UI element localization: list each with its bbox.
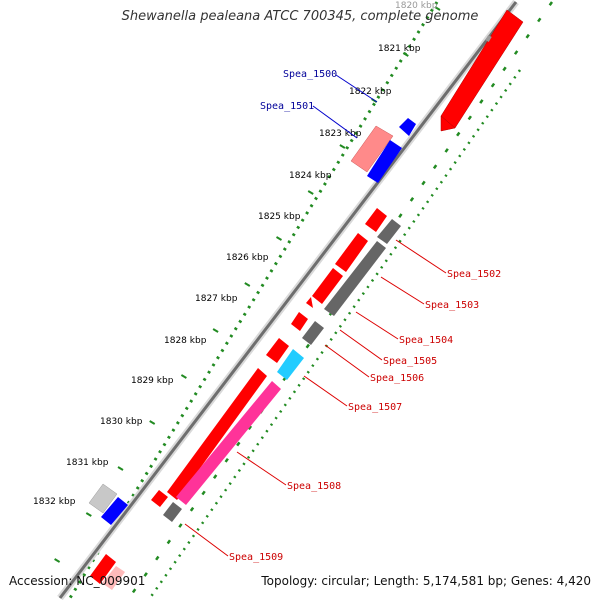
tick-mark xyxy=(54,558,61,563)
gene-label-spea-1502[interactable]: Spea_1502 xyxy=(447,269,501,280)
accession-text: Accession: NC_009901 xyxy=(9,574,146,588)
tick-mark xyxy=(339,144,346,149)
tick-mark xyxy=(402,52,409,57)
gene-label-spea-1503[interactable]: Spea_1503 xyxy=(425,300,479,311)
gene-labels: Spea_1500 Spea_1501 Spea_1502 Spea_1503 Spea… xyxy=(184,69,501,563)
gene-feature-spea-1503[interactable] xyxy=(335,233,368,272)
tick-labels: 1820 kbp 1821 kbp 1822 kbp 1823 kbp 1824 kbp… xyxy=(33,1,438,507)
gene-feature-spea-1508[interactable] xyxy=(167,368,267,500)
tick-label: 1820 kbp xyxy=(395,1,438,11)
gene-feature[interactable] xyxy=(102,566,125,590)
gene-feature-spea-1506[interactable] xyxy=(302,321,324,345)
gene-leader-line xyxy=(236,451,287,486)
gene-leader-line xyxy=(303,375,348,407)
gene-label-spea-1506[interactable]: Spea_1506 xyxy=(370,373,424,384)
gene-feature[interactable] xyxy=(151,490,168,507)
gene-feature[interactable] xyxy=(101,497,128,525)
tick-label: 1832 kbp xyxy=(33,497,76,507)
gene-leader-line xyxy=(395,239,447,274)
gene-feature-spea-1502[interactable] xyxy=(365,208,387,232)
gene-feature-spea-1500[interactable] xyxy=(399,118,416,136)
gene-label-spea-1508[interactable]: Spea_1508 xyxy=(287,481,341,492)
gene-feature-spea-1504[interactable] xyxy=(312,268,343,304)
tick-label: 1831 kbp xyxy=(66,458,109,468)
tick-mark xyxy=(149,420,156,425)
gene-feature[interactable] xyxy=(440,9,524,129)
tick-label: 1829 kbp xyxy=(131,376,174,386)
gene-label-spea-1507[interactable]: Spea_1507 xyxy=(348,402,402,413)
tick-mark xyxy=(244,282,251,287)
gene-label-spea-1505[interactable]: Spea_1505 xyxy=(383,356,437,367)
gene-label-spea-1509[interactable]: Spea_1509 xyxy=(229,552,283,563)
inner-ring-dotted xyxy=(148,69,522,599)
genome-title: Shewanella pealeana ATCC 700345, complet… xyxy=(121,9,479,24)
tick-mark xyxy=(307,190,314,195)
tick-mark xyxy=(212,328,219,333)
gene-leader-line xyxy=(339,329,383,361)
gene-feature xyxy=(485,34,492,43)
gene-feature[interactable] xyxy=(176,381,281,505)
middle-ring-dashed xyxy=(127,1,554,599)
gene-leader-line xyxy=(335,74,378,103)
gene-feature[interactable] xyxy=(377,219,401,244)
tick-mark xyxy=(180,374,187,379)
gene-label-spea-1500[interactable]: Spea_1500 xyxy=(283,69,337,80)
gene-feature[interactable] xyxy=(440,115,456,132)
gene-leader-line xyxy=(184,523,229,557)
tick-label: 1826 kbp xyxy=(226,253,269,263)
tick-mark xyxy=(434,6,441,11)
tick-label: 1822 kbp xyxy=(349,87,392,97)
gene-feature[interactable] xyxy=(367,140,402,183)
gene-label-spea-1501[interactable]: Spea_1501 xyxy=(260,101,314,112)
gene-feature[interactable] xyxy=(88,483,118,514)
gene-feature[interactable] xyxy=(266,338,289,363)
tick-label: 1825 kbp xyxy=(258,212,301,222)
gene-feature-spea-1501[interactable] xyxy=(350,125,394,173)
tick-label: 1824 kbp xyxy=(289,171,332,181)
tick-label: 1823 kbp xyxy=(319,129,362,139)
gene-leader-line xyxy=(355,311,399,340)
gene-feature-spea-1509[interactable] xyxy=(163,502,182,522)
tick-mark xyxy=(85,512,92,517)
tick-label: 1821 kbp xyxy=(378,44,421,54)
gene-label-spea-1504[interactable]: Spea_1504 xyxy=(399,335,453,346)
gene-features xyxy=(88,9,524,590)
genome-backbone-core xyxy=(58,1,518,599)
gene-feature[interactable] xyxy=(291,312,308,331)
tick-label: 1830 kbp xyxy=(100,417,143,427)
gene-leader-line xyxy=(312,105,358,139)
tick-mark xyxy=(117,466,124,471)
gene-leader-line xyxy=(380,276,425,305)
gene-feature[interactable] xyxy=(90,554,116,584)
gene-feature-spea-1505[interactable] xyxy=(306,297,313,308)
outer-ring-dotted xyxy=(68,1,439,599)
tick-label: 1828 kbp xyxy=(164,336,207,346)
tick-label: 1827 kbp xyxy=(195,294,238,304)
tick-mark xyxy=(275,236,283,241)
gene-feature[interactable] xyxy=(324,241,386,316)
gene-feature-spea-1507[interactable] xyxy=(277,349,304,380)
genome-summary-text: Topology: circular; Length: 5,174,581 bp… xyxy=(261,574,591,588)
gene-leader-line xyxy=(324,344,370,378)
